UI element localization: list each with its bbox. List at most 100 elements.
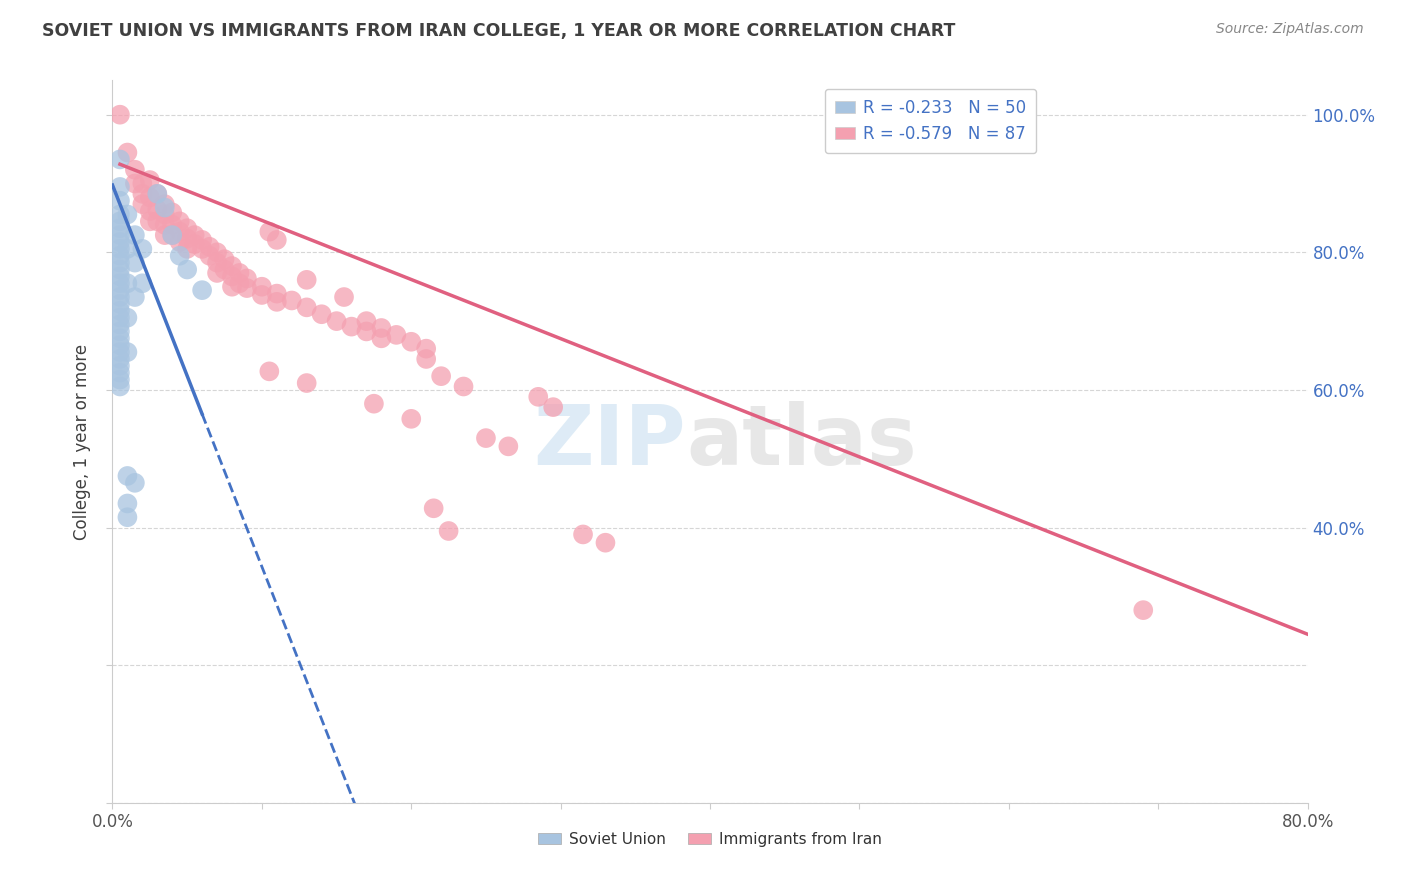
Point xyxy=(108,331,131,345)
Point xyxy=(266,294,288,309)
Point xyxy=(183,237,205,252)
Point xyxy=(325,314,347,328)
Point xyxy=(117,145,139,160)
Point xyxy=(124,228,146,243)
Point xyxy=(259,225,281,239)
Point xyxy=(198,249,221,263)
Point xyxy=(108,338,131,352)
Point xyxy=(169,249,191,263)
Point xyxy=(108,379,131,393)
Legend: Soviet Union, Immigrants from Iran: Soviet Union, Immigrants from Iran xyxy=(531,826,889,853)
Point xyxy=(108,283,131,297)
Point xyxy=(153,218,176,232)
Text: Source: ZipAtlas.com: Source: ZipAtlas.com xyxy=(1216,22,1364,37)
Point xyxy=(595,535,617,549)
Point xyxy=(191,233,214,247)
Point xyxy=(205,245,228,260)
Point xyxy=(356,314,378,328)
Point xyxy=(131,186,153,201)
Point xyxy=(108,318,131,332)
Point xyxy=(1132,603,1154,617)
Point xyxy=(340,319,363,334)
Point xyxy=(108,262,131,277)
Point xyxy=(295,273,318,287)
Point xyxy=(295,301,318,315)
Text: ZIP: ZIP xyxy=(534,401,686,482)
Text: SOVIET UNION VS IMMIGRANTS FROM IRAN COLLEGE, 1 YEAR OR MORE CORRELATION CHART: SOVIET UNION VS IMMIGRANTS FROM IRAN COL… xyxy=(42,22,956,40)
Point xyxy=(191,242,214,256)
Point xyxy=(475,431,498,445)
Point xyxy=(266,286,288,301)
Point xyxy=(131,277,153,291)
Point xyxy=(131,177,153,191)
Point xyxy=(176,221,198,235)
Point xyxy=(422,501,444,516)
Point xyxy=(430,369,453,384)
Point xyxy=(146,214,169,228)
Point xyxy=(108,359,131,373)
Point xyxy=(124,475,146,490)
Point xyxy=(214,262,236,277)
Point xyxy=(108,194,131,208)
Point xyxy=(228,277,250,291)
Point xyxy=(146,202,169,217)
Point xyxy=(108,325,131,339)
Point xyxy=(205,255,228,269)
Point xyxy=(169,214,191,228)
Point xyxy=(153,228,176,243)
Point xyxy=(415,342,437,356)
Point xyxy=(139,190,162,204)
Point xyxy=(146,186,169,201)
Y-axis label: College, 1 year or more: College, 1 year or more xyxy=(73,343,91,540)
Point xyxy=(108,214,131,228)
Point xyxy=(191,283,214,297)
Point xyxy=(205,266,228,280)
Point xyxy=(162,218,183,232)
Point xyxy=(117,345,139,359)
Point xyxy=(437,524,460,538)
Point xyxy=(117,242,139,256)
Point xyxy=(108,207,131,221)
Point xyxy=(385,327,408,342)
Point xyxy=(146,186,169,201)
Point xyxy=(108,180,131,194)
Point xyxy=(108,235,131,249)
Point xyxy=(198,240,221,254)
Point xyxy=(124,162,146,177)
Point xyxy=(498,439,520,453)
Point xyxy=(108,108,131,122)
Point xyxy=(221,269,243,284)
Point xyxy=(108,269,131,284)
Point xyxy=(415,351,437,366)
Point xyxy=(124,290,146,304)
Point xyxy=(117,310,139,325)
Point xyxy=(108,255,131,269)
Point xyxy=(108,303,131,318)
Point xyxy=(250,279,273,293)
Point xyxy=(266,233,288,247)
Point xyxy=(108,153,131,167)
Point xyxy=(363,397,385,411)
Point xyxy=(108,290,131,304)
Point xyxy=(117,207,139,221)
Point xyxy=(453,379,475,393)
Point xyxy=(370,321,392,335)
Point xyxy=(117,510,139,524)
Point xyxy=(311,307,333,321)
Point xyxy=(108,366,131,380)
Point xyxy=(124,255,146,269)
Point xyxy=(236,281,259,295)
Point xyxy=(139,173,162,187)
Point xyxy=(124,177,146,191)
Point xyxy=(108,351,131,366)
Point xyxy=(228,266,250,280)
Point xyxy=(108,373,131,387)
Point xyxy=(131,242,153,256)
Point xyxy=(401,412,423,426)
Point xyxy=(169,225,191,239)
Point xyxy=(259,364,281,378)
Point xyxy=(162,205,183,219)
Point xyxy=(117,496,139,510)
Point xyxy=(541,400,564,414)
Point xyxy=(169,235,191,249)
